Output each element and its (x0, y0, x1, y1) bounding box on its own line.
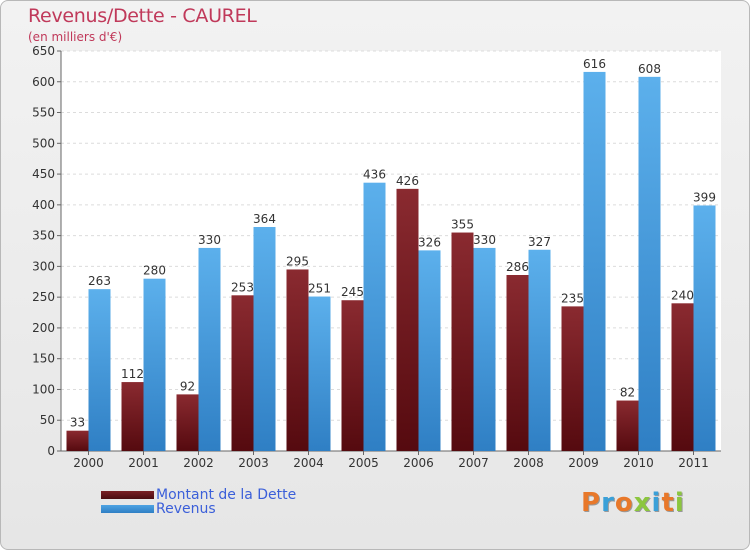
revenue-bar-label: 326 (418, 235, 441, 249)
debt-bar-label: 355 (451, 218, 474, 232)
debt-bar-label: 286 (506, 260, 529, 274)
revenue-bar-label: 364 (253, 212, 276, 226)
y-tick-label: 550 (32, 106, 55, 120)
x-tick-label: 2000 (73, 456, 104, 470)
debt-bar (231, 295, 254, 451)
revenue-bar-label: 616 (583, 57, 606, 71)
y-tick-label: 500 (32, 136, 55, 150)
revenue-bar-label: 399 (693, 190, 716, 204)
y-tick-label: 400 (32, 198, 55, 212)
revenue-bar (418, 250, 441, 451)
y-tick-label: 650 (32, 44, 55, 58)
debt-bar (66, 430, 89, 451)
debt-bar (451, 232, 474, 451)
debt-bar (286, 269, 309, 451)
revenue-bar-label: 251 (308, 282, 331, 296)
y-tick-label: 450 (32, 167, 55, 181)
x-tick-label: 2005 (348, 456, 379, 470)
revenue-bar (583, 71, 606, 451)
revenue-bar (528, 249, 551, 451)
x-tick-label: 2004 (293, 456, 324, 470)
legend-swatch-revenue (101, 505, 154, 513)
y-tick-label: 0 (47, 444, 55, 458)
x-tick-label: 2007 (458, 456, 489, 470)
x-tick-label: 2006 (403, 456, 434, 470)
y-tick-label: 350 (32, 229, 55, 243)
revenue-bar (198, 247, 221, 451)
y-tick-label: 300 (32, 259, 55, 273)
debt-bar-label: 253 (231, 280, 254, 294)
y-tick-label: 100 (32, 382, 55, 396)
debt-bar-label: 33 (70, 416, 85, 430)
debt-bar-label: 240 (671, 288, 694, 302)
revenue-bar (473, 247, 496, 451)
debt-bar-label: 295 (286, 254, 309, 268)
revenue-bar (638, 76, 661, 451)
y-tick-label: 600 (32, 75, 55, 89)
revenue-bar (693, 205, 716, 451)
debt-bar-label: 82 (620, 386, 635, 400)
revenue-bar (88, 289, 111, 451)
chart-title: Revenus/Dette - CAUREL (28, 5, 257, 27)
revenue-bar-label: 280 (143, 264, 166, 278)
debt-bar (396, 188, 419, 451)
legend-label-debt: Montant de la Dette (156, 487, 297, 503)
plot-area (61, 51, 721, 451)
revenue-bar-label: 330 (198, 233, 221, 247)
debt-bar (506, 275, 529, 451)
legend-label-revenue: Revenus (156, 501, 216, 517)
debt-bar (121, 382, 144, 451)
x-tick-label: 2010 (623, 456, 654, 470)
proxiti-logo: Proxiti (581, 488, 685, 518)
revenue-bar-label: 436 (363, 168, 386, 182)
debt-bar (176, 394, 199, 451)
x-tick-label: 2011 (678, 456, 709, 470)
x-tick-label: 2008 (513, 456, 544, 470)
revenue-bar-label: 330 (473, 233, 496, 247)
y-tick-label: 50 (40, 413, 55, 427)
revenue-bar (253, 227, 276, 451)
revenue-bar-label: 327 (528, 235, 551, 249)
chart-subtitle: (en milliers d'€) (28, 30, 123, 44)
x-tick-label: 2002 (183, 456, 214, 470)
x-tick-label: 2001 (128, 456, 159, 470)
y-tick-label: 200 (32, 321, 55, 335)
debt-bar-label: 92 (180, 379, 195, 393)
revenue-bar-label: 608 (638, 62, 661, 76)
debt-bar-label: 235 (561, 291, 584, 305)
debt-bar (341, 300, 364, 451)
revenue-bar (143, 278, 166, 451)
debt-bar (671, 303, 694, 451)
debt-bar (561, 306, 584, 451)
y-tick-label: 250 (32, 290, 55, 304)
revenue-bar (308, 296, 331, 451)
revenue-bar (363, 182, 386, 451)
y-tick-label: 150 (32, 352, 55, 366)
debt-bar-label: 245 (341, 285, 364, 299)
revenue-bar-label: 263 (88, 274, 111, 288)
debt-bar-label: 112 (121, 367, 144, 381)
legend-swatch-debt (101, 491, 154, 499)
debt-bar (616, 400, 639, 451)
x-tick-label: 2009 (568, 456, 599, 470)
x-tick-label: 2003 (238, 456, 269, 470)
debt-bar-label: 426 (396, 174, 419, 188)
